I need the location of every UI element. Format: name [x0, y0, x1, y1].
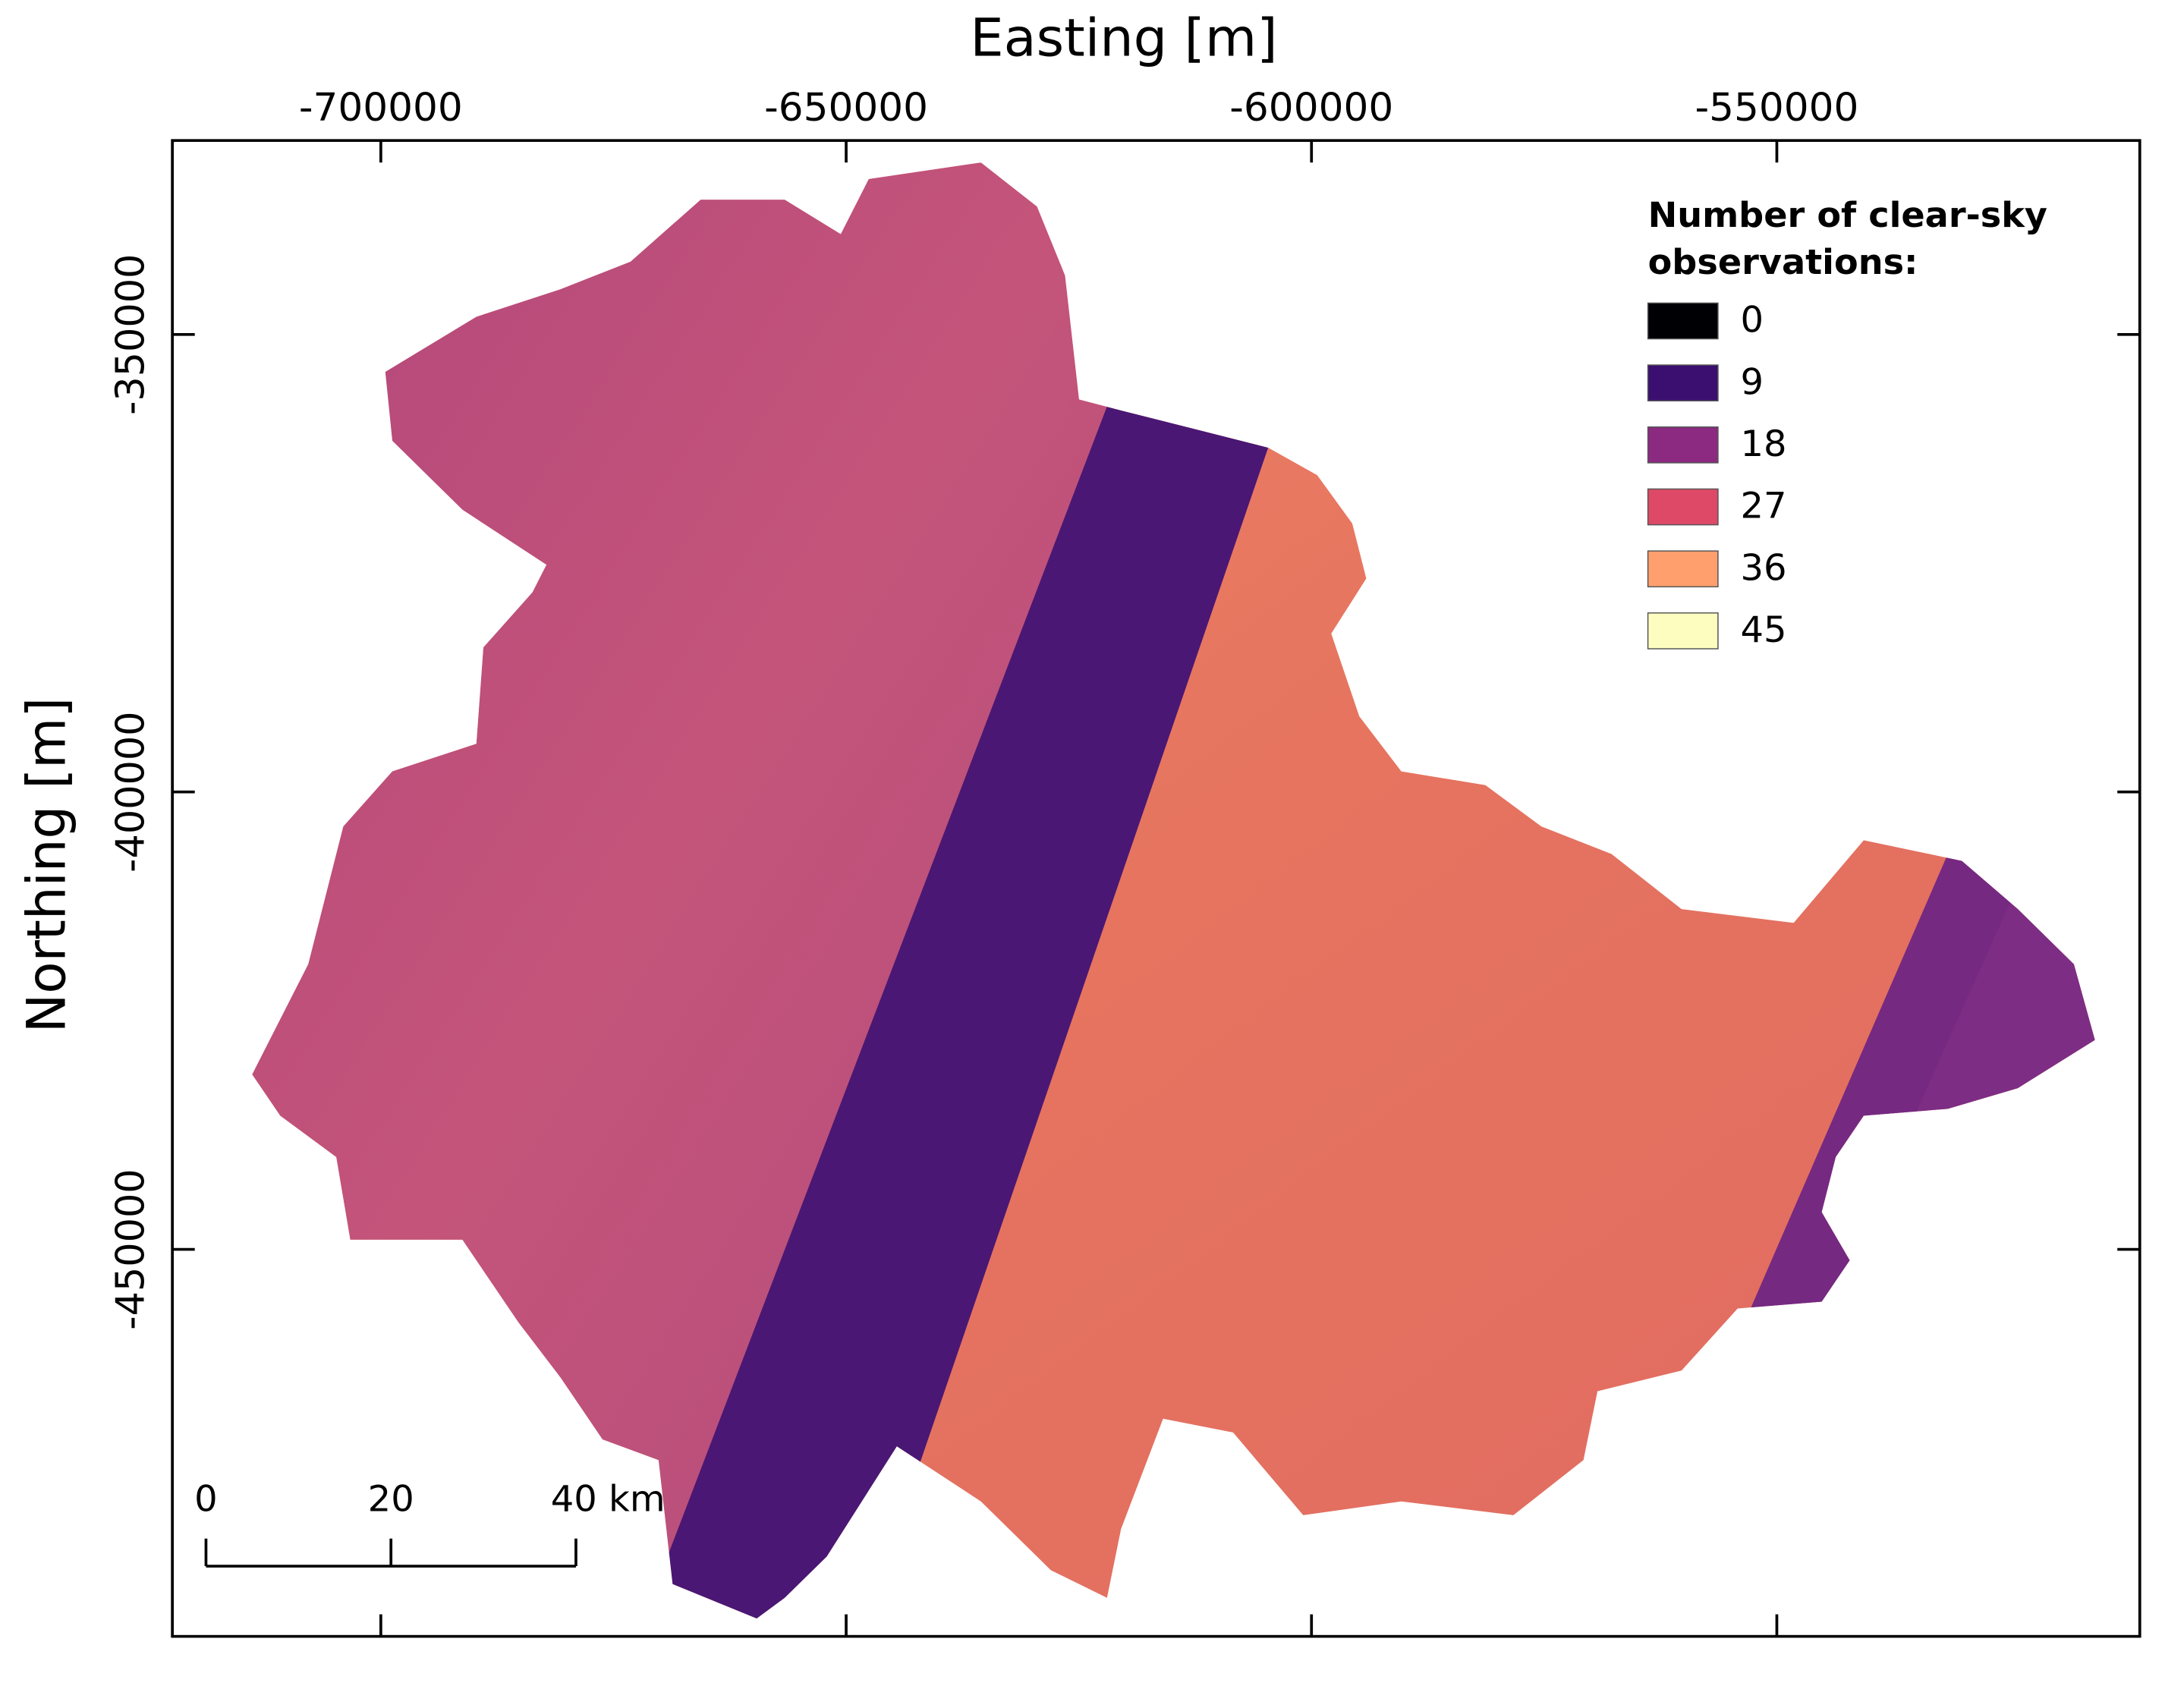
legend-label: 0	[1740, 300, 1764, 341]
x-tick-label: -700000	[299, 86, 463, 131]
legend-swatch	[1647, 488, 1719, 526]
scale-bar-label: 20	[368, 1479, 414, 1521]
raster	[252, 162, 2095, 1619]
legend-swatch	[1647, 302, 1719, 340]
legend-label: 27	[1740, 486, 1786, 527]
scale-bar-label: 40 km	[551, 1479, 666, 1521]
legend-label: 9	[1740, 362, 1764, 404]
y-tick-label: -350000	[108, 254, 154, 415]
legend-title: Number of clear-sky	[1648, 196, 2047, 236]
legend-swatch	[1647, 612, 1719, 650]
x-axis-title: Easting [m]	[970, 8, 1277, 68]
y-axis-title: Northing [m]	[16, 697, 78, 1033]
y-tick-label: -400000	[108, 712, 154, 873]
legend-label: 18	[1740, 423, 1786, 465]
frame	[171, 139, 2141, 1638]
x-tick-label: -600000	[1229, 86, 1393, 131]
legend-label: 36	[1740, 548, 1786, 590]
legend-swatch	[1647, 364, 1719, 401]
legend-label: 45	[1740, 609, 1786, 651]
legend-title: observations:	[1648, 242, 1918, 282]
y-tick-label: -450000	[108, 1169, 154, 1329]
x-tick-label: -650000	[764, 86, 928, 131]
legend-swatch	[1647, 426, 1719, 464]
scale-bar-label: 0	[194, 1479, 218, 1521]
x-tick-label: -550000	[1695, 86, 1858, 131]
legend-swatch	[1647, 550, 1719, 588]
